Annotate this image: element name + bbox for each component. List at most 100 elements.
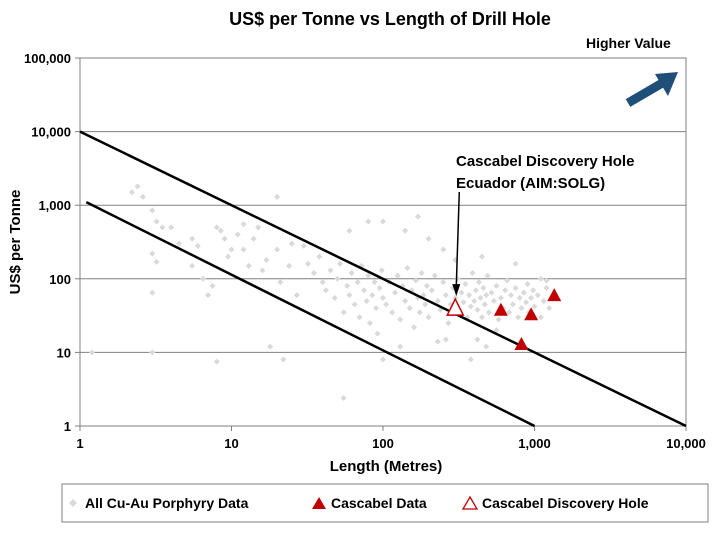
- data-point: [371, 279, 378, 286]
- data-point: [277, 279, 284, 286]
- data-point: [515, 314, 522, 321]
- data-point: [316, 253, 323, 260]
- data-point: [469, 269, 476, 276]
- legend-label-all-data: All Cu-Au Porphyry Data: [85, 495, 249, 511]
- data-point: [478, 253, 485, 260]
- data-point: [467, 303, 474, 310]
- y-tick-label: 1,000: [38, 198, 71, 213]
- data-point: [460, 299, 467, 306]
- series-cascabel: [493, 288, 562, 351]
- data-point: [466, 292, 473, 299]
- annotation-text: Ecuador (AIM:SOLG): [456, 175, 605, 192]
- legend-marker-discovery: [461, 495, 479, 510]
- data-point: [410, 324, 417, 331]
- data-point: [300, 242, 307, 249]
- data-point: [471, 297, 478, 304]
- data-point: [440, 279, 447, 286]
- data-point: [493, 282, 500, 289]
- data-point: [402, 227, 409, 234]
- data-point: [537, 275, 544, 282]
- data-point: [493, 327, 500, 334]
- data-point: [200, 275, 207, 282]
- higher-value-label: Higher Value: [586, 35, 671, 51]
- data-point: [483, 292, 490, 299]
- data-point: [327, 267, 334, 274]
- legend-label-cascabel: Cascabel Data: [331, 495, 427, 511]
- data-point: [475, 279, 482, 286]
- data-point: [310, 269, 317, 276]
- data-point: [508, 292, 515, 299]
- data-point: [540, 297, 547, 304]
- data-point: [474, 336, 481, 343]
- y-tick-label: 10: [57, 345, 71, 360]
- data-point: [504, 277, 511, 284]
- data-point: [380, 356, 386, 363]
- data-point: [391, 289, 398, 296]
- data-point: [175, 240, 182, 247]
- data-point: [534, 292, 541, 299]
- data-point: [440, 246, 447, 253]
- x-tick-label: 1,000: [518, 436, 551, 451]
- data-point: [334, 275, 341, 282]
- data-point: [497, 294, 504, 301]
- legend-marker-cascabel: [312, 497, 326, 509]
- data-point: [149, 349, 156, 356]
- data-point: [462, 280, 469, 287]
- series-cascabel-discovery: [446, 297, 465, 316]
- data-point: [189, 235, 196, 242]
- data-point: [478, 314, 485, 321]
- data-point: [293, 292, 300, 299]
- data-point: [502, 287, 509, 294]
- data-point: [240, 246, 247, 253]
- data-point: [404, 265, 411, 272]
- x-tick-label: 10,000: [666, 436, 706, 451]
- data-point: [213, 358, 220, 365]
- cascabel-point: [493, 302, 508, 316]
- data-point: [221, 235, 228, 242]
- data-point: [458, 289, 465, 296]
- data-point: [213, 224, 220, 231]
- data-point: [139, 193, 146, 200]
- data-point: [225, 253, 232, 260]
- data-point: [240, 221, 247, 228]
- data-point: [263, 257, 270, 264]
- data-point: [322, 287, 329, 294]
- data-point: [274, 193, 281, 200]
- data-point: [374, 330, 381, 337]
- data-point: [485, 309, 492, 316]
- data-point: [442, 336, 449, 343]
- series-all-cu-au-porphyry: [88, 183, 555, 402]
- data-point: [340, 309, 347, 316]
- data-point: [528, 294, 535, 301]
- data-point: [376, 284, 383, 291]
- annotation-text: Cascabel Discovery Hole: [456, 153, 634, 170]
- data-point: [472, 287, 479, 294]
- data-point: [274, 246, 281, 253]
- data-point: [267, 343, 274, 350]
- y-axis-label: US$ per Tonne: [7, 190, 24, 295]
- data-point: [149, 289, 156, 296]
- data-point: [205, 292, 212, 299]
- data-point: [250, 235, 257, 242]
- data-point: [380, 294, 386, 301]
- data-point: [369, 292, 376, 299]
- legend-marker-all-data: [69, 499, 77, 507]
- data-point: [128, 189, 135, 196]
- trend-line: [79, 130, 687, 428]
- x-tick-label: 10: [224, 436, 238, 451]
- cascabel-point: [547, 288, 562, 302]
- cascabel-point: [514, 337, 529, 351]
- data-point: [454, 275, 461, 282]
- data-point: [389, 309, 396, 316]
- data-point: [356, 314, 363, 321]
- data-point: [380, 218, 386, 225]
- data-point: [255, 224, 262, 231]
- data-point: [434, 297, 441, 304]
- data-point: [523, 299, 530, 306]
- data-point: [422, 301, 429, 308]
- y-tick-label: 10,000: [31, 125, 71, 140]
- data-point: [484, 272, 491, 279]
- y-tick-label: 1: [64, 419, 71, 434]
- data-point: [445, 320, 452, 327]
